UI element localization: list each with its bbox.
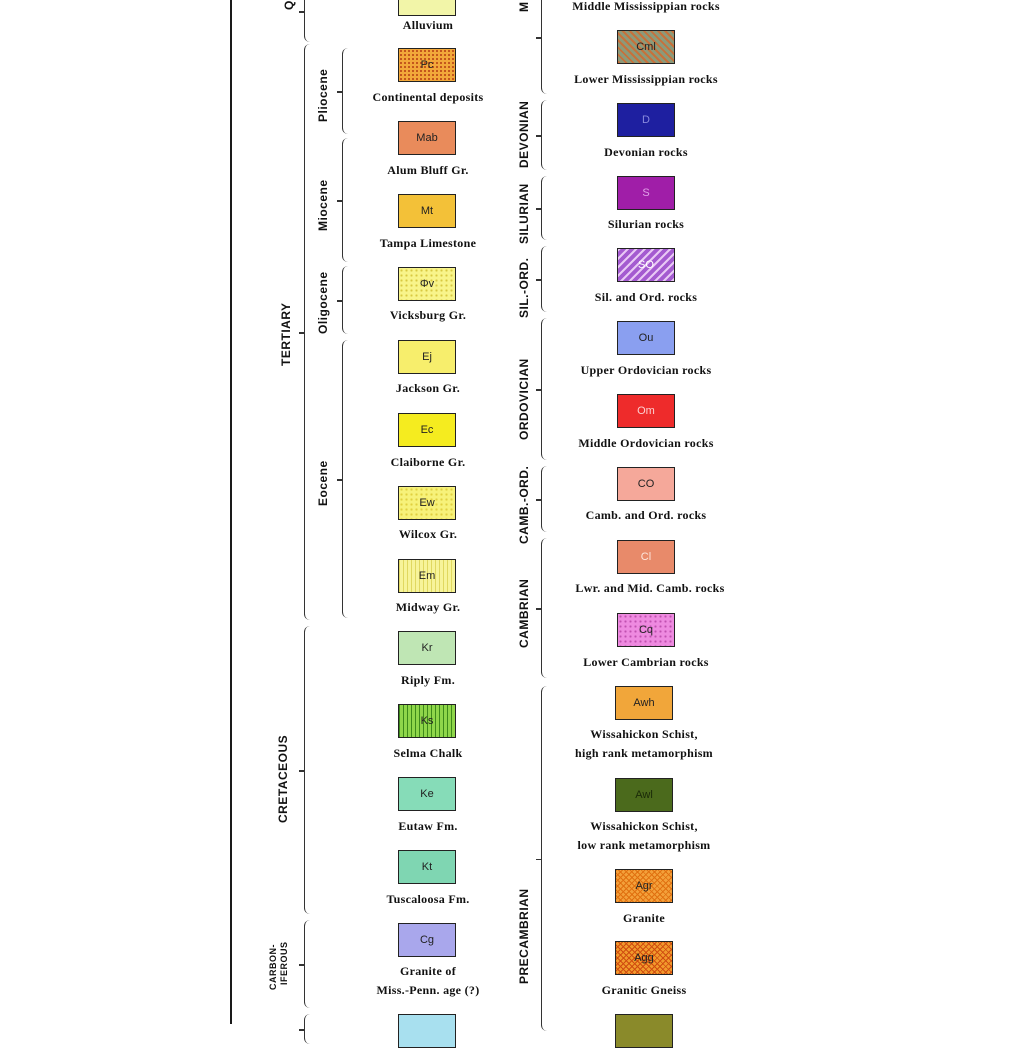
- brace-devonian: [536, 100, 549, 170]
- brace-eocene: [337, 340, 350, 618]
- unit-box-cml: Cml: [617, 30, 675, 64]
- unit-box-kt: Kt: [398, 850, 456, 884]
- unit-box-ke: Ke: [398, 777, 456, 811]
- period-label-carboniferous-2: IFEROUS: [279, 941, 289, 985]
- page-edge-line: [230, 0, 232, 1024]
- unit-label-ks: Selma Chalk: [393, 746, 463, 760]
- period-label-sil-ord: SIL.-ORD.: [517, 257, 531, 319]
- unit-box-v: Φv: [398, 267, 456, 301]
- unit-label-mt: Tampa Limestone: [379, 236, 477, 250]
- unit-label-mid-miss: Middle Mississippian rocks: [572, 0, 720, 13]
- unit-box-pc: Pc: [398, 48, 456, 82]
- unit-label-kr: Riply Fm.: [400, 673, 456, 687]
- unit-label-s: Silurian rocks: [607, 217, 685, 231]
- brace-cambrian: [536, 538, 549, 678]
- unit-label-alluvium: Alluvium: [402, 18, 454, 32]
- unit-label-ew: Wilcox Gr.: [398, 527, 458, 541]
- unit-label-co: Camb. and Ord. rocks: [585, 508, 707, 522]
- brace-precambrian: [536, 686, 549, 1031]
- unit-label-ou: Upper Ordovician rocks: [580, 363, 712, 377]
- unit-box-om: Om: [617, 394, 675, 428]
- period-label-precambrian: PRECAMBRIAN: [517, 888, 531, 985]
- unit-box-ew: Ew: [398, 486, 456, 520]
- unit-label-mab: Alum Bluff Gr.: [387, 163, 469, 177]
- unit-box-mab: Mab: [398, 121, 456, 155]
- unit-label-agg: Granitic Gneiss: [601, 983, 687, 997]
- unit-box-agg: Agg: [615, 941, 673, 975]
- unit-box-mt: Mt: [398, 194, 456, 228]
- unit-box-em: Em: [398, 559, 456, 593]
- epoch-label-oligocene: Oligocene: [316, 271, 330, 334]
- unit-label-cl: Lwr. and Mid. Camb. rocks: [575, 581, 725, 595]
- unit-label-ke: Eutaw Fm.: [398, 819, 458, 833]
- unit-label-pc: Continental deposits: [372, 90, 484, 104]
- unit-label-ec: Claiborne Gr.: [390, 455, 466, 469]
- period-label-silurian: SILURIAN: [517, 183, 531, 244]
- brace-tertiary: [299, 44, 312, 620]
- period-label-tertiary: TERTIARY: [279, 302, 293, 366]
- unit-box-kr: Kr: [398, 631, 456, 665]
- period-label-mississippian: M: [517, 1, 531, 13]
- unit-label-v: Vicksburg Gr.: [389, 308, 467, 322]
- unit-label-awh: Wissahickon Schist,: [590, 727, 698, 741]
- unit-label-cq: Lower Cambrian rocks: [583, 655, 709, 669]
- unit-box-d: D: [617, 103, 675, 137]
- brace-quaternary: [299, 0, 312, 42]
- unit-label-ej: Jackson Gr.: [395, 381, 461, 395]
- unit-label-awh-2: high rank metamorphism: [575, 746, 713, 760]
- unit-label-cml: Lower Mississippian rocks: [574, 72, 718, 86]
- epoch-label-miocene: Miocene: [316, 179, 330, 231]
- unit-label-cg-2: Miss.-Penn. age (?): [376, 983, 480, 997]
- brace-cretaceous: [299, 626, 312, 914]
- brace-miocene: [337, 138, 350, 262]
- unit-box-ou: Ou: [617, 321, 675, 355]
- unit-label-cg: Granite of: [400, 964, 456, 978]
- unit-box-cut-right: [615, 1014, 673, 1048]
- brace-sil-ord: [536, 246, 549, 312]
- unit-box-ec: Ec: [398, 413, 456, 447]
- unit-label-so: Sil. and Ord. rocks: [594, 290, 698, 304]
- unit-box-awl: Awl: [615, 778, 673, 812]
- unit-box-agr: Agr: [615, 869, 673, 903]
- unit-label-om: Middle Ordovician rocks: [578, 436, 714, 450]
- unit-box-co: CO: [617, 467, 675, 501]
- unit-label-d: Devonian rocks: [604, 145, 688, 159]
- unit-label-em: Midway Gr.: [395, 600, 461, 614]
- brace-silurian: [536, 176, 549, 240]
- period-label-quaternary: Q: [282, 0, 296, 10]
- unit-box-cq: Cq: [617, 613, 675, 647]
- brace-oligocene: [337, 266, 350, 334]
- brace-ordovician: [536, 318, 549, 460]
- unit-box-s: S: [617, 176, 675, 210]
- brace-pliocene: [337, 48, 350, 134]
- unit-box-awh: Awh: [615, 686, 673, 720]
- unit-label-awl-2: low rank metamorphism: [577, 838, 711, 852]
- period-label-carboniferous: CARBON-: [268, 944, 278, 990]
- unit-label-awl: Wissahickon Schist,: [590, 819, 698, 833]
- unit-box-cl: Cl: [617, 540, 675, 574]
- period-label-devonian: DEVONIAN: [517, 100, 531, 168]
- period-label-cambrian: CAMBRIAN: [517, 578, 531, 648]
- epoch-label-eocene: Eocene: [316, 460, 330, 506]
- brace-mississippian: [536, 0, 549, 94]
- brace-carboniferous: [299, 920, 312, 1008]
- period-label-camb-ord: CAMB.-ORD.: [517, 465, 531, 544]
- unit-label-kt: Tuscaloosa Fm.: [386, 892, 470, 906]
- period-label-ordovician: ORDOVICIAN: [517, 358, 531, 440]
- epoch-label-pliocene: Pliocene: [316, 68, 330, 122]
- unit-box-ks: Ks: [398, 704, 456, 738]
- unit-box-cut-left: [398, 1014, 456, 1048]
- unit-box-cg: Cg: [398, 923, 456, 957]
- period-label-cretaceous: CRETACEOUS: [276, 734, 290, 823]
- unit-box-alluvium: [398, 0, 456, 16]
- brace-camb-ord: [536, 466, 549, 532]
- brace-cut-bottom: [299, 1014, 312, 1044]
- unit-box-so: SO: [617, 248, 675, 282]
- unit-label-agr: Granite: [622, 911, 666, 925]
- unit-box-ej: Ej: [398, 340, 456, 374]
